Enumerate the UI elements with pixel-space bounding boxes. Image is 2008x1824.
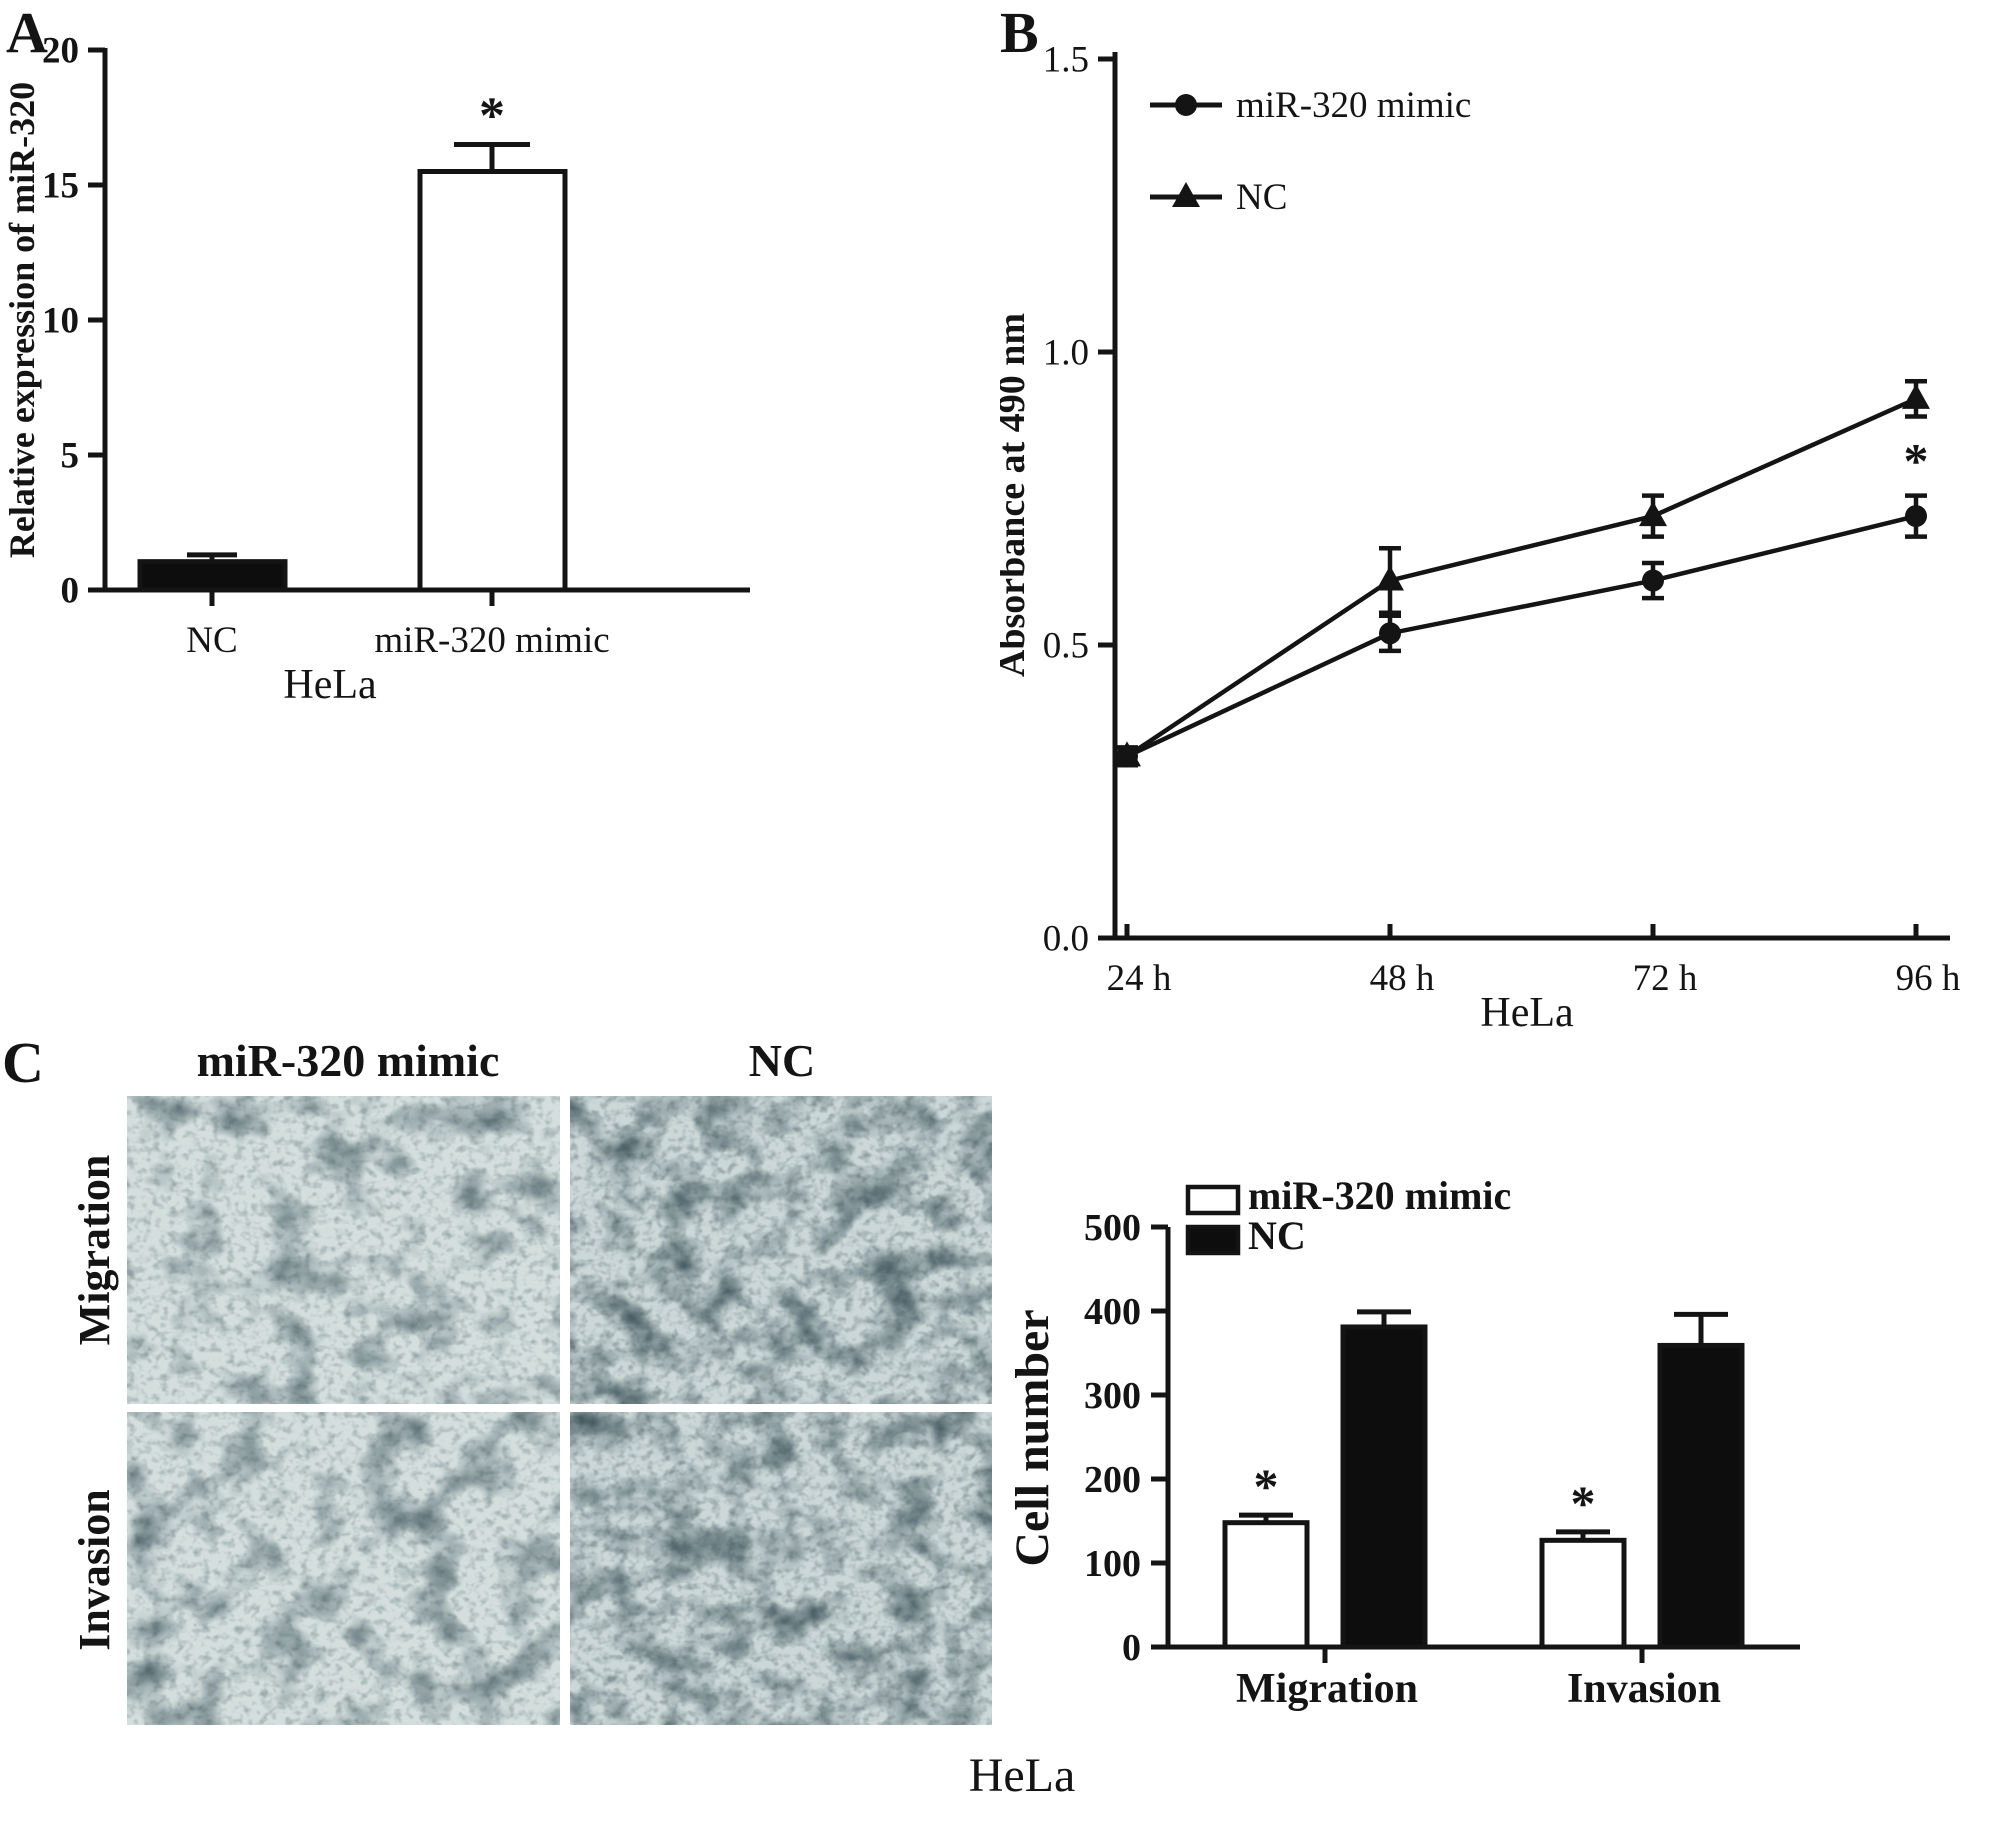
y-tick-label: 0: [61, 571, 80, 612]
legend-swatch-NC: [1185, 1224, 1241, 1256]
y-tick-label: 0: [1122, 1627, 1141, 1669]
x-tick-label: 96 h: [1896, 958, 1961, 999]
bar-miR-320 mimic: [417, 169, 568, 593]
y-axis-title: Relative expression of miR-320: [2, 82, 42, 558]
x-category-label: miR-320 mimic: [374, 620, 609, 661]
bar-miR-320 mimic-Migration: [1222, 1520, 1310, 1650]
x-category-label: Invasion: [1567, 1666, 1721, 1712]
y-tick-label: 10: [42, 301, 79, 342]
panel-c-letter: C: [2, 1030, 44, 1095]
legend-swatch-miR-320 mimic: [1185, 1184, 1241, 1216]
y-tick-label: 100: [1084, 1543, 1141, 1585]
series-line-NC: [1125, 396, 1917, 759]
legend-label: miR-320 mimic: [1236, 85, 1471, 126]
panel-c-row-label-migration: Migration: [70, 1154, 119, 1346]
panel-c-caption: HeLa: [968, 1749, 1076, 1802]
x-tick-label: 72 h: [1633, 958, 1698, 999]
point-marker-triangle: [1376, 565, 1404, 591]
micrograph-speckle: [127, 1412, 560, 1725]
significance-asterisk: *: [1904, 433, 1929, 489]
micrograph-invasion-mimic: [127, 1412, 560, 1725]
x-category-label: NC: [186, 620, 237, 661]
y-tick-label: 15: [42, 166, 79, 207]
panel-b-letter: B: [1000, 0, 1039, 65]
y-axis-title: Absorbance at 490 nm: [1000, 313, 1033, 677]
point-marker-triangle: [1113, 741, 1141, 767]
point-marker-circle: [1642, 569, 1664, 592]
significance-asterisk: *: [1571, 1475, 1596, 1531]
point-marker-circle: [1905, 505, 1927, 528]
legend-triangle-marker: [1172, 182, 1200, 207]
x-tick-label: 48 h: [1370, 958, 1435, 999]
y-tick-label: 300: [1084, 1375, 1141, 1417]
point-marker-circle: [1379, 622, 1401, 645]
series-line-miR-320 mimic: [1126, 513, 1917, 759]
bar-NC: [137, 559, 288, 593]
x-axis-title: HeLa: [1480, 990, 1574, 1035]
y-tick-label: 0.0: [1043, 919, 1089, 960]
y-tick-label: 0.5: [1043, 626, 1089, 667]
y-tick-label: 200: [1084, 1459, 1141, 1501]
legend-label: NC: [1236, 177, 1287, 218]
point-marker-triangle: [1902, 383, 1930, 409]
panel-c-row-label-invasion: Invasion: [70, 1489, 119, 1651]
y-tick-label: 5: [61, 436, 80, 477]
bar-miR-320 mimic-Invasion: [1539, 1537, 1627, 1650]
significance-asterisk: *: [1254, 1458, 1279, 1514]
significance-asterisk: *: [479, 88, 505, 145]
micrograph-speckle: [570, 1412, 992, 1725]
panel-c-col-header-mimic: miR-320 mimic: [196, 1035, 500, 1086]
x-axis-title: HeLa: [283, 662, 377, 708]
bar-NC-Migration: [1340, 1324, 1428, 1650]
x-category-label: Migration: [1236, 1666, 1418, 1712]
y-tick-label: 20: [42, 31, 79, 72]
y-tick-label: 500: [1084, 1207, 1141, 1249]
y-tick-label: 1.5: [1043, 40, 1089, 81]
bar-NC-Invasion: [1657, 1342, 1745, 1650]
legend-circle-marker: [1175, 94, 1197, 116]
y-tick-label: 400: [1084, 1291, 1141, 1333]
micrograph-invasion-nc: [570, 1412, 992, 1725]
micrograph-speckle: [570, 1096, 992, 1404]
y-axis-title: Cell number: [1006, 1309, 1059, 1566]
micrograph-migration-nc: [570, 1096, 992, 1404]
panel-b-line-chart: 0.0 0.5 1.0 1.5 24 h 48 h 72 h 96 h HeLa Absorban…: [1000, 40, 1961, 1035]
point-marker-triangle: [1639, 501, 1667, 527]
panel-a-letter: A: [6, 0, 48, 65]
panel-c-col-header-nc: NC: [748, 1035, 816, 1086]
legend-label: NC: [1248, 1213, 1306, 1258]
y-tick-label: 1.0: [1043, 333, 1089, 374]
legend-label: miR-320 mimic: [1248, 1173, 1511, 1218]
x-tick-label: 24 h: [1107, 958, 1172, 999]
micrograph-speckle: [127, 1096, 560, 1404]
micrograph-migration-mimic: [127, 1096, 560, 1404]
